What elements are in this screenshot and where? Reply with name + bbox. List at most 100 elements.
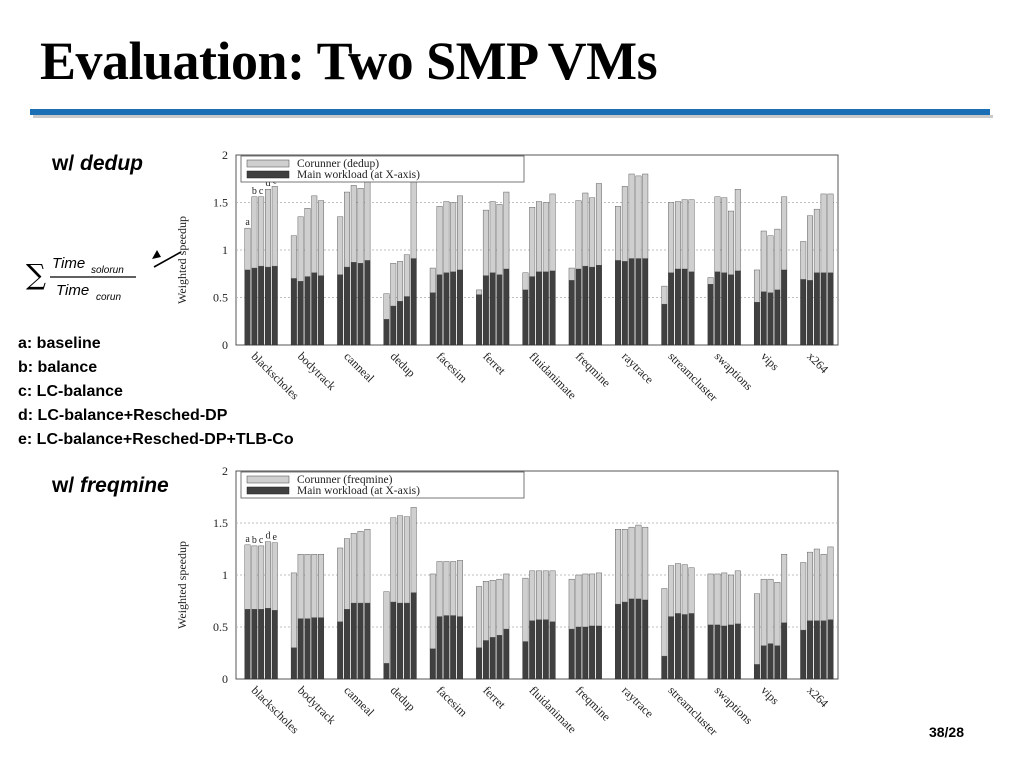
bar-main xyxy=(489,637,496,680)
bar-corunner xyxy=(429,267,436,293)
bar-main xyxy=(714,271,721,346)
bar-corunner xyxy=(807,551,813,621)
x-tick-label: swaptions xyxy=(712,683,756,727)
bar-corunner xyxy=(800,562,807,631)
bar-corunner xyxy=(661,588,668,657)
legend-label-corunner: Corunner (freqmine) xyxy=(297,474,393,486)
x-tick-label: x264 xyxy=(804,349,831,376)
bar-corunner xyxy=(337,547,344,622)
bar-main xyxy=(290,647,297,680)
bar-corunner xyxy=(265,189,271,268)
bar-main xyxy=(661,655,668,680)
bar-main xyxy=(542,271,549,346)
bar-main xyxy=(357,602,364,680)
x-tick-label: canneal xyxy=(341,683,377,719)
bar-corunner xyxy=(383,293,390,320)
bar-main xyxy=(397,301,404,346)
bar-main xyxy=(813,272,820,346)
bar-main xyxy=(827,272,834,346)
bar-corunner xyxy=(297,553,304,619)
bar-main xyxy=(728,624,734,680)
bar-main xyxy=(728,274,734,346)
bar-main xyxy=(410,592,417,680)
bar-corunner xyxy=(443,561,450,616)
bar-corunner xyxy=(350,185,357,263)
bar-corunner xyxy=(482,581,489,641)
x-tick-label: bodytrack xyxy=(295,683,339,727)
bar-corunner xyxy=(595,183,602,266)
bar-corunner xyxy=(482,209,489,276)
bar-corunner xyxy=(390,263,397,307)
bar-main xyxy=(582,626,589,680)
bar-main xyxy=(688,271,695,346)
x-tick-label: x264 xyxy=(804,683,831,710)
bar-main xyxy=(403,602,410,680)
bar-corunner xyxy=(734,570,741,625)
bar-corunner xyxy=(410,181,417,259)
bar-main xyxy=(714,624,721,680)
title-underline xyxy=(30,109,990,115)
bar-corunner xyxy=(290,235,297,279)
bar-letter-label: a xyxy=(245,217,250,228)
x-tick-label: dedup xyxy=(388,683,419,714)
bar-corunner xyxy=(397,515,404,604)
bar-corunner xyxy=(549,193,556,272)
bar-main xyxy=(781,622,788,680)
x-tick-label: freqmine xyxy=(573,683,614,724)
bar-corunner xyxy=(767,578,774,644)
bar-main xyxy=(383,319,390,346)
bar-main xyxy=(781,269,788,346)
bar-corunner xyxy=(344,191,350,268)
bar-main xyxy=(721,272,728,346)
bar-corunner xyxy=(271,542,278,611)
bar-corunner xyxy=(568,267,575,281)
y-axis-label: Weighted speedup xyxy=(175,541,189,629)
bar-main xyxy=(753,302,760,346)
bar-corunner xyxy=(734,189,741,272)
chart1-caption-name: dedup xyxy=(80,152,144,175)
bar-letter-label: c xyxy=(259,186,264,197)
bar-main xyxy=(397,602,404,680)
bar-corunner xyxy=(443,201,450,273)
bar-corunner xyxy=(542,570,549,620)
bar-corunner xyxy=(244,544,251,610)
bar-letter-label: d xyxy=(265,531,270,542)
bar-main xyxy=(800,629,807,680)
bar-letter-label: e xyxy=(273,532,278,543)
bar-corunner xyxy=(397,261,404,302)
bar-main xyxy=(297,281,304,346)
bar-main xyxy=(457,269,463,346)
bar-corunner xyxy=(457,560,463,617)
bar-main xyxy=(681,268,688,346)
formula-arrow-line xyxy=(153,251,182,268)
formula-sum-symbol: ∑ xyxy=(26,258,46,291)
bar-corunner xyxy=(674,563,681,614)
y-tick-label: 1 xyxy=(222,243,228,257)
bar-main xyxy=(615,603,621,680)
bar-main xyxy=(450,615,457,680)
bar-main xyxy=(753,664,760,680)
bar-corunner xyxy=(251,545,258,610)
bar-corunner xyxy=(311,195,318,273)
bar-corunner xyxy=(311,553,318,618)
bar-main xyxy=(774,289,781,346)
bar-main xyxy=(820,620,827,680)
bar-main xyxy=(443,615,450,680)
slide-title: Evaluation: Two SMP VMs xyxy=(40,31,658,91)
bar-main xyxy=(568,628,575,680)
config-item-e: e: LC-balance+Resched-DP+TLB-Co xyxy=(18,431,294,448)
x-tick-label: raytrace xyxy=(619,349,656,386)
config-item-a: a: baseline xyxy=(18,335,101,352)
x-tick-label: canneal xyxy=(341,349,377,385)
chart2-caption-prefix: w/ xyxy=(52,474,75,497)
bar-main xyxy=(318,275,325,346)
bar-main xyxy=(364,602,371,680)
bar-main xyxy=(635,598,642,680)
legend-swatch-corunner xyxy=(246,159,290,168)
bar-main xyxy=(311,617,318,680)
bar-main xyxy=(344,266,350,346)
bar-main xyxy=(542,619,549,680)
formula-denominator: Time xyxy=(56,282,89,299)
bar-corunner xyxy=(258,196,265,267)
bar-main xyxy=(767,643,774,680)
